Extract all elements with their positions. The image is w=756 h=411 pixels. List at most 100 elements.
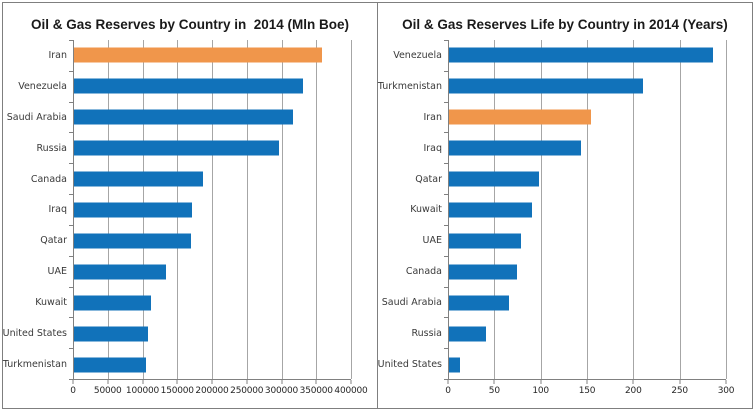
gridline <box>316 40 318 379</box>
bar-row: Turkmenistan <box>378 71 726 102</box>
axis-tick <box>493 380 495 384</box>
category-axis-tick <box>69 70 73 72</box>
category-label: Iran <box>423 111 442 123</box>
axis-tick <box>586 380 588 384</box>
axis-tick-label: 250 <box>671 386 688 396</box>
bar-row: Saudi Arabia <box>3 102 351 133</box>
bar-track <box>73 164 351 195</box>
bar-track <box>73 318 351 349</box>
category-label: UAE <box>422 235 442 247</box>
plot-area: Venezuela Turkmenistan Iran Iraq Qatar Kuwait… <box>378 40 727 380</box>
bar-track <box>73 133 351 164</box>
category-axis-tick <box>69 317 73 319</box>
gridline <box>679 40 681 379</box>
axis-tick <box>246 380 248 384</box>
chart-body: Iran Venezuela Saudi Arabia Russia Canada Ira… <box>3 40 377 408</box>
chart-title: Oil & Gas Reserves Life by Country in 20… <box>402 16 728 32</box>
bar-iraq <box>449 140 581 156</box>
category-axis-tick <box>444 317 448 319</box>
axis-tick-label: 250000 <box>230 386 264 396</box>
bar-uae <box>74 264 167 280</box>
axis-tick <box>632 380 634 384</box>
bar-row: Iran <box>3 40 351 71</box>
bar-uae <box>449 233 522 249</box>
category-axis-tick <box>444 348 448 350</box>
category-label: Saudi Arabia <box>381 297 442 309</box>
gridline <box>633 40 635 379</box>
gridline <box>351 40 352 379</box>
category-axis-tick <box>69 101 73 103</box>
category-axis-tick <box>69 286 73 288</box>
axis-tick <box>350 380 352 384</box>
chart-body: Venezuela Turkmenistan Iran Iraq Qatar Kuwait… <box>378 40 752 408</box>
bar-track <box>73 195 351 226</box>
bar-venezuela <box>74 78 304 94</box>
axis-tick <box>211 380 213 384</box>
bar-row: Iraq <box>378 133 726 164</box>
bar-track <box>448 225 726 256</box>
bar-track <box>73 287 351 318</box>
bar-track <box>448 287 726 318</box>
axis-tick <box>679 380 681 384</box>
bar-row: Venezuela <box>378 40 726 71</box>
gridline <box>587 40 588 379</box>
category-axis-tick <box>444 70 448 72</box>
gridline <box>281 40 283 379</box>
category-axis-tick <box>444 224 448 226</box>
category-axis-tick <box>444 101 448 103</box>
bar-track <box>448 256 726 287</box>
category-label: Iraq <box>423 142 442 154</box>
category-axis-tick <box>69 224 73 226</box>
axis-tick <box>540 380 542 384</box>
bar-track <box>448 40 726 71</box>
bar-kuwait <box>74 295 152 311</box>
bar-row: United States <box>378 349 726 380</box>
bar-row: Iraq <box>3 195 351 226</box>
axis-tick-label: 150000 <box>160 386 194 396</box>
category-label: Qatar <box>40 235 67 247</box>
bar-row: Canada <box>3 164 351 195</box>
axis-tick-label: 50000 <box>93 386 122 396</box>
bar-row: UAE <box>378 225 726 256</box>
category-label: Kuwait <box>410 204 442 216</box>
axis-tick-label: 300 <box>717 386 735 396</box>
chart-title: Oil & Gas Reserves by Country in 2014 (M… <box>30 16 350 32</box>
bar-row: Turkmenistan <box>3 349 351 380</box>
bar-track <box>73 71 351 102</box>
bar-track <box>448 195 726 226</box>
category-axis-tick <box>69 163 73 165</box>
category-label: Iraq <box>48 204 67 216</box>
bar-row: Venezuela <box>3 71 351 102</box>
gridline <box>212 40 213 379</box>
axis-tick-label: 50 <box>488 386 500 396</box>
category-axis-tick <box>444 255 448 257</box>
bar-qatar <box>449 171 539 187</box>
category-axis-tick <box>444 132 448 134</box>
bar-rows: Venezuela Turkmenistan Iran Iraq Qatar Kuwait… <box>378 40 726 380</box>
axis-tick <box>107 380 109 384</box>
axis-tick <box>176 380 178 384</box>
category-label: UAE <box>47 266 67 278</box>
category-axis-line <box>448 40 449 379</box>
bar-row: Kuwait <box>378 195 726 226</box>
bar-track <box>448 133 726 164</box>
bar-turkmenistan <box>74 357 146 373</box>
category-label: United States <box>377 359 442 371</box>
bar-qatar <box>74 233 192 249</box>
axis-tick-label: 200000 <box>195 386 229 396</box>
category-label: Russia <box>36 142 67 154</box>
gridline <box>540 40 542 379</box>
bar-united-states <box>74 326 148 342</box>
bar-saudi-arabia <box>74 109 293 125</box>
axis-tick-label: 0 <box>445 386 451 396</box>
category-axis-tick <box>69 348 73 350</box>
bar-row: United States <box>3 318 351 349</box>
category-label: Iran <box>48 49 67 61</box>
category-axis-tick <box>444 163 448 165</box>
bar-track <box>448 164 726 195</box>
category-label: Venezuela <box>18 80 67 92</box>
axis-tick-label: 100 <box>532 386 549 396</box>
axis-tick-label: 150 <box>578 386 596 396</box>
bar-canada <box>74 171 203 187</box>
